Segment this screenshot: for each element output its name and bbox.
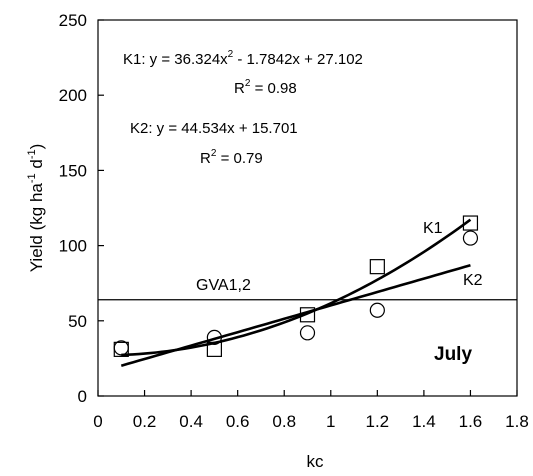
y-title-exp1: -1 (26, 173, 38, 183)
month-label: July (434, 344, 472, 365)
x-tick-label: 1.6 (459, 412, 483, 431)
marker-k1-square (369, 259, 385, 275)
x-axis-ticks (97, 390, 518, 396)
y-tick-label: 50 (68, 312, 87, 331)
k2-equation: K2: y = 44.534x + 15.701 (130, 120, 298, 137)
y-tick-label: 100 (59, 237, 87, 256)
k1-equation-rest: - 1.7842x + 27.102 (233, 51, 363, 68)
y-tick-label: 200 (59, 86, 87, 105)
marker-k1-square (462, 215, 479, 231)
marker-k2-circle (369, 302, 385, 318)
y-axis-tick-labels: 0 50 100 150 200 250 (59, 11, 87, 406)
marker-k2-circle (113, 340, 129, 356)
y-tick-label: 250 (59, 11, 87, 30)
y-title-mid: d (27, 159, 46, 173)
y-title-end: ) (27, 144, 46, 150)
k1-equation-sup: 2 (228, 49, 234, 60)
marker-k2-circle (206, 329, 222, 345)
k1-curve-label: K1 (423, 220, 443, 237)
marker-k2-circle (299, 325, 316, 341)
x-tick-label: 1.4 (412, 412, 436, 431)
marker-k2-circle (462, 230, 479, 246)
x-tick-label: 0.2 (133, 412, 157, 431)
x-tick-label: 0.8 (272, 412, 296, 431)
marker-k1-square (206, 341, 222, 357)
y-tick-label: 150 (59, 161, 87, 180)
k2-r2-sup: 2 (211, 148, 217, 159)
reference-line-label: GVA1,2 (196, 277, 251, 294)
k2-curve-label: K2 (463, 272, 483, 289)
k1-equation-main: K1: y = 36.324x (123, 51, 228, 68)
fit-curve-k2 (120, 263, 471, 367)
k2-r2-main: R (200, 150, 211, 167)
k1-r2-rest: = 0.98 (250, 80, 296, 97)
k1-r2-sup: 2 (245, 78, 251, 89)
y-axis-title: Yield (kg ha-1 d-1) (26, 144, 46, 273)
k1-r2-main: R (234, 80, 245, 97)
data-markers (113, 215, 479, 357)
k2-r-squared: R2 = 0.79 (200, 148, 263, 167)
k2-r2-rest: = 0.79 (216, 150, 262, 167)
y-title-main: Yield (kg ha (27, 183, 46, 273)
x-tick-label: 0.4 (179, 412, 203, 431)
y-tick-label: 0 (78, 387, 87, 406)
marker-k1-square (299, 307, 316, 323)
x-tick-label: 1.8 (505, 412, 529, 431)
y-title-exp2: -1 (26, 149, 38, 159)
k1-equation: K1: y = 36.324x2 - 1.7842x + 27.102 (123, 49, 363, 68)
x-tick-label: 0 (93, 412, 102, 431)
x-tick-label: 1.2 (366, 412, 390, 431)
x-axis-tick-labels: 0 0.2 0.4 0.6 0.8 1 1.2 1.4 1.6 1.8 (93, 412, 529, 431)
x-tick-label: 0.6 (226, 412, 250, 431)
k1-r-squared: R2 = 0.98 (234, 78, 297, 97)
y-axis-ticks (98, 19, 104, 397)
fit-curve-k1 (121, 218, 472, 357)
x-tick-label: 1 (326, 412, 335, 431)
plot-frame (97, 19, 518, 397)
x-axis-title: kc (307, 452, 325, 471)
